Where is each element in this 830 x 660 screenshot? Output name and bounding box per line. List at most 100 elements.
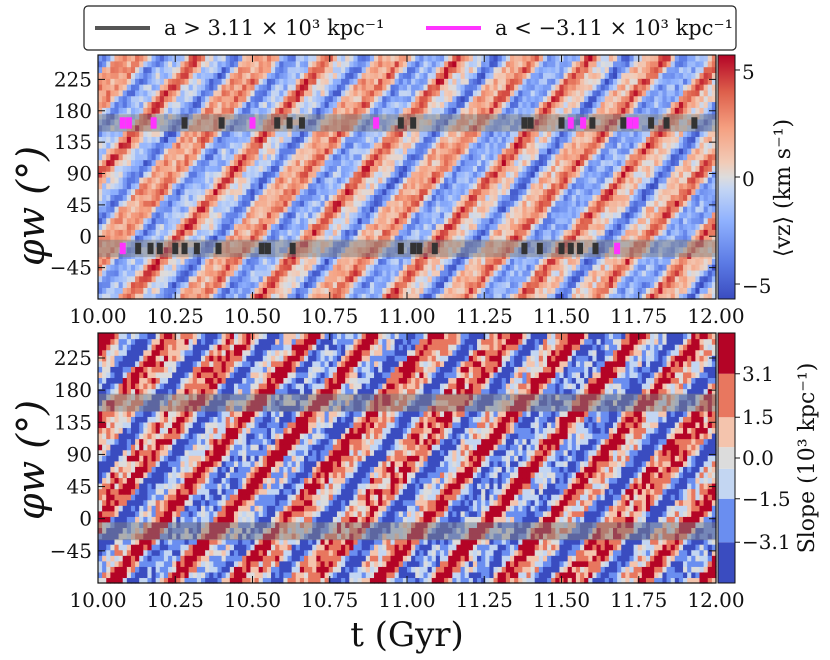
- vz-cell: [213, 60, 219, 68]
- vz-cell: [229, 188, 235, 196]
- vz-cell: [213, 211, 219, 219]
- vz-cell: [534, 101, 540, 108]
- vz-cell: [295, 95, 301, 103]
- vz-cell: [390, 281, 396, 288]
- vz-cell: [427, 84, 433, 91]
- vz-cell: [505, 188, 511, 196]
- vz-cell: [246, 95, 252, 103]
- vz-cell: [225, 229, 231, 236]
- vz-cell: [571, 269, 577, 277]
- vz-cell: [431, 60, 437, 68]
- vz-cell: [439, 194, 445, 201]
- vz-cell: [225, 89, 231, 97]
- vz-cell: [229, 293, 235, 300]
- vz-cell: [427, 60, 433, 68]
- vz-cell: [369, 171, 375, 178]
- vz-cell: [394, 89, 400, 97]
- vz-cell: [106, 269, 111, 277]
- vz-cell: [398, 147, 404, 155]
- vz-cell: [365, 55, 371, 62]
- vz-cell: [225, 55, 231, 62]
- vz-cell: [221, 89, 227, 97]
- vz-cell: [530, 194, 536, 201]
- vz-cell: [497, 60, 503, 68]
- vz-cell: [172, 60, 177, 68]
- vz-cell: [283, 159, 289, 166]
- vz-cell: [510, 281, 515, 288]
- vz-cell: [501, 153, 507, 161]
- vz-cell: [176, 229, 181, 236]
- vz-cell: [114, 72, 120, 79]
- vz-cell: [394, 206, 400, 213]
- vz-cell: [345, 177, 350, 184]
- vz-cell: [423, 95, 429, 103]
- vz-cell: [328, 165, 334, 172]
- vz-cell: [526, 66, 532, 74]
- vz-cell: [468, 89, 474, 97]
- vz-cell: [291, 101, 297, 108]
- vz-cell: [563, 264, 569, 271]
- vz-cell: [464, 217, 470, 225]
- vz-cell: [201, 206, 206, 213]
- vz-cell: [485, 72, 490, 79]
- vz-cell: [172, 72, 177, 79]
- vz-cell: [213, 217, 219, 225]
- vz-cell: [361, 194, 367, 201]
- vz-cell: [497, 275, 503, 283]
- vz-cell: [308, 188, 313, 196]
- vz-cell: [378, 217, 383, 225]
- vz-cell: [126, 275, 132, 283]
- vz-cell: [275, 206, 280, 213]
- vz-cell: [390, 293, 396, 300]
- vz-cell: [98, 142, 103, 149]
- vz-cell: [295, 217, 301, 225]
- vz-cell: [415, 101, 420, 108]
- vz-cell: [472, 287, 478, 294]
- vz-cell: [295, 89, 301, 97]
- vz-cell: [98, 171, 103, 178]
- vz-cell: [485, 229, 490, 236]
- vz-cell: [217, 101, 223, 108]
- vz-cell: [444, 89, 449, 97]
- vz-cell: [505, 107, 511, 114]
- vz-cell: [580, 206, 585, 213]
- vz-cell: [295, 153, 301, 161]
- vz-cell: [349, 258, 355, 265]
- vz-cell: [192, 223, 198, 230]
- vz-cell: [411, 182, 416, 190]
- vz-cell: [110, 165, 116, 172]
- vz-cell: [242, 147, 247, 155]
- vz-cell: [139, 269, 144, 277]
- vz-cell: [435, 60, 441, 68]
- vz-cell: [477, 211, 482, 219]
- vz-cell: [571, 78, 577, 85]
- vz-cell: [221, 211, 227, 219]
- vz-cell: [130, 153, 136, 161]
- vz-cell: [258, 84, 264, 91]
- vz-cell: [258, 72, 264, 79]
- vz-cell: [320, 130, 326, 137]
- vz-cell: [415, 281, 420, 288]
- vz-cell: [349, 78, 355, 85]
- vz-cell: [135, 165, 140, 172]
- vz-cell: [291, 130, 297, 137]
- vz-cell: [233, 281, 239, 288]
- vz-cell: [304, 281, 309, 288]
- vz-cell: [238, 211, 243, 219]
- vz-cell: [106, 159, 111, 166]
- vz-cell: [246, 147, 252, 155]
- vz-cell: [328, 72, 334, 79]
- vz-cell: [481, 194, 486, 201]
- vz-cell: [460, 72, 466, 79]
- vz-cell: [448, 165, 453, 172]
- vz-cell: [279, 66, 284, 74]
- vz-cell: [328, 55, 334, 62]
- vz-cell: [201, 223, 206, 230]
- vz-cell: [489, 258, 495, 265]
- vz-cell: [501, 171, 507, 178]
- vz-cell: [402, 84, 408, 91]
- vz-cell: [382, 78, 387, 85]
- vz-cell: [143, 194, 149, 201]
- vz-cell: [295, 147, 301, 155]
- vz-cell: [332, 258, 338, 265]
